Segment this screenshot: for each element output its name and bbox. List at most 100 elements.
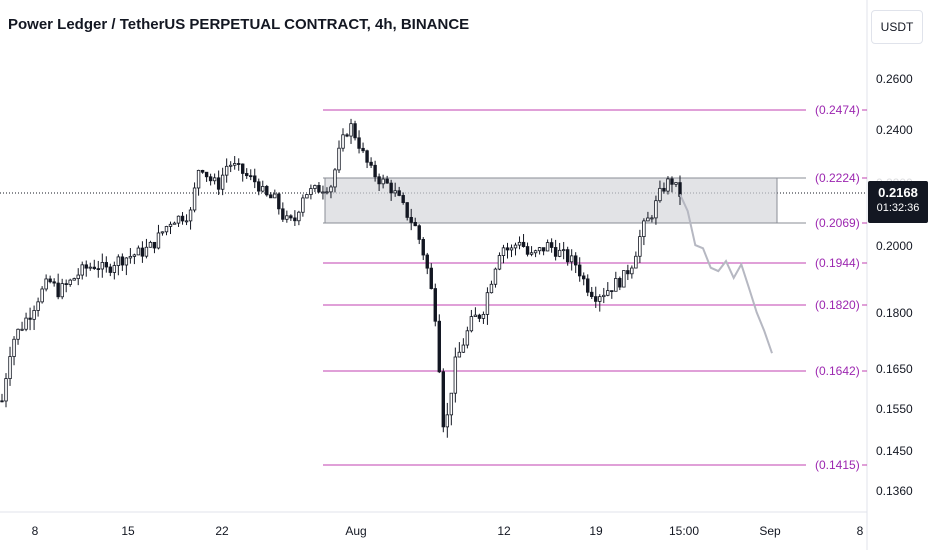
candle-body — [341, 134, 345, 149]
candle-body — [88, 266, 92, 269]
candle-body — [365, 150, 369, 163]
candle-body — [192, 187, 197, 211]
candle-body — [140, 247, 145, 257]
candle-body — [582, 275, 586, 280]
candle-body — [325, 191, 329, 194]
y-tick-label: 0.2000 — [876, 239, 913, 253]
fib-level-label: (0.2224) — [815, 171, 860, 185]
candle-body — [493, 268, 498, 285]
candle-body — [369, 161, 373, 166]
candle-body — [618, 278, 622, 288]
candle-body — [60, 283, 64, 298]
candle-body — [485, 292, 490, 315]
candle-body — [329, 186, 333, 193]
y-tick-label: 0.1650 — [876, 362, 913, 376]
candle-body — [216, 177, 221, 190]
candle-body — [265, 186, 269, 196]
candle-body — [421, 239, 425, 256]
candle-body — [638, 236, 642, 257]
candle-body — [594, 296, 598, 302]
candle-body — [505, 247, 510, 251]
candle-body — [553, 247, 558, 257]
candle-body — [116, 256, 121, 266]
candle-body — [241, 163, 245, 174]
candle-body — [598, 296, 602, 302]
fib-level-label: (0.2069) — [815, 216, 860, 230]
candle-body — [172, 222, 177, 225]
candle-body — [521, 241, 526, 247]
candle-body — [345, 134, 349, 137]
candle-body — [473, 314, 478, 317]
candle-body — [281, 208, 285, 220]
candle-body — [453, 356, 458, 394]
candle-body — [489, 283, 494, 294]
candle-body — [273, 193, 277, 199]
candle-body — [393, 190, 397, 194]
candle-body — [361, 147, 365, 152]
candle-body — [670, 178, 674, 185]
y-tick-label: 0.1550 — [876, 402, 913, 416]
currency-button[interactable]: USDT — [871, 10, 923, 44]
candle-body — [212, 177, 217, 182]
candle-body — [541, 247, 546, 252]
candle-body — [0, 400, 4, 403]
candle-body — [48, 278, 52, 283]
candle-body — [409, 217, 413, 223]
x-tick-label: Sep — [759, 524, 781, 538]
candle-body — [658, 187, 662, 202]
candle-body — [389, 182, 393, 194]
candle-body — [84, 264, 88, 269]
candle-body — [196, 169, 201, 189]
candle-body — [204, 171, 209, 178]
candle-body — [168, 223, 173, 227]
candle-body — [76, 274, 80, 279]
candle-body — [549, 242, 554, 248]
candle-body — [132, 254, 137, 257]
candle-body — [501, 247, 506, 256]
candle-body — [180, 215, 185, 222]
chart-title: Power Ledger / TetherUS PERPETUAL CONTRA… — [8, 16, 470, 33]
candle-body — [622, 270, 626, 288]
fib-level-label: (0.1820) — [815, 298, 860, 312]
y-tick-label: 0.2400 — [876, 123, 913, 137]
candle-body — [385, 178, 389, 184]
candle-body — [545, 242, 550, 252]
candle-body — [590, 291, 594, 297]
candle-body — [277, 193, 281, 210]
candle-body — [289, 215, 293, 219]
candle-body — [120, 256, 125, 266]
fib-level-label: (0.1944) — [815, 256, 860, 270]
candle-body — [417, 225, 421, 240]
candle-body — [610, 290, 614, 293]
candle-body — [441, 371, 446, 428]
candle-body — [20, 328, 24, 331]
candle-body — [377, 176, 381, 185]
candle-body — [220, 174, 225, 190]
candle-body — [104, 262, 109, 268]
y-tick-label: 0.1450 — [876, 444, 913, 458]
candle-body — [381, 178, 385, 185]
candle-body — [208, 176, 213, 182]
candle-body — [461, 344, 466, 353]
fib-level-label: (0.1415) — [815, 458, 860, 472]
x-tick-label: 15 — [121, 524, 135, 538]
candle-body — [293, 217, 297, 222]
candle-body — [236, 163, 241, 165]
candle-body — [8, 356, 12, 379]
candle-body — [481, 313, 486, 319]
fib-level-label: (0.1642) — [815, 364, 860, 378]
candle-body — [152, 241, 157, 249]
candle-body — [188, 209, 193, 222]
candle-body — [666, 178, 670, 192]
candle-body — [517, 241, 522, 246]
candle-body — [537, 247, 542, 252]
candle-body — [108, 266, 113, 273]
candle-body — [249, 175, 253, 178]
candle-body — [614, 278, 618, 292]
candle-body — [24, 317, 28, 330]
candle-body — [557, 249, 562, 257]
candle-body — [52, 281, 56, 284]
candle-body — [662, 187, 666, 192]
candle-body — [112, 265, 117, 273]
